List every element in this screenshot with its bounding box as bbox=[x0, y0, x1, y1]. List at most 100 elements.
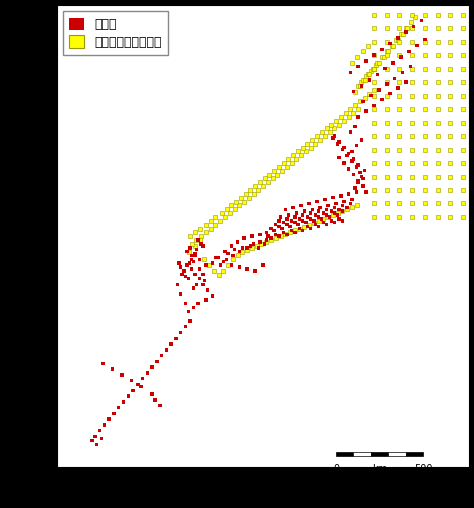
Point bbox=[397, 53, 405, 61]
Point bbox=[219, 257, 227, 265]
Point bbox=[88, 436, 96, 444]
Point bbox=[269, 174, 276, 182]
Point bbox=[396, 65, 403, 73]
Point bbox=[148, 390, 156, 398]
Point bbox=[383, 172, 391, 180]
Point bbox=[246, 186, 254, 194]
Point bbox=[292, 209, 300, 217]
Point bbox=[364, 71, 372, 79]
Point bbox=[196, 265, 203, 273]
Point bbox=[291, 218, 299, 227]
Text: 0: 0 bbox=[333, 463, 339, 473]
Point bbox=[282, 230, 289, 238]
Point bbox=[409, 105, 416, 113]
Point bbox=[278, 167, 286, 175]
Point bbox=[396, 159, 403, 167]
Point bbox=[361, 93, 368, 102]
Point bbox=[267, 236, 275, 244]
Point bbox=[290, 203, 297, 211]
Point bbox=[275, 217, 283, 225]
Point bbox=[362, 72, 370, 80]
Point bbox=[264, 178, 272, 186]
Point bbox=[283, 215, 291, 223]
Point bbox=[261, 174, 268, 182]
Point bbox=[396, 145, 403, 153]
Point bbox=[421, 65, 428, 73]
Point bbox=[355, 82, 362, 90]
Point bbox=[270, 227, 278, 235]
Point bbox=[434, 51, 441, 59]
Point bbox=[323, 211, 330, 219]
Point bbox=[253, 242, 261, 250]
Point bbox=[351, 122, 359, 131]
Point bbox=[409, 145, 416, 153]
Point bbox=[340, 144, 348, 152]
Point bbox=[163, 346, 170, 354]
Point bbox=[331, 132, 338, 140]
Point bbox=[219, 267, 227, 275]
Point bbox=[204, 286, 211, 294]
Point bbox=[396, 213, 403, 221]
Point bbox=[299, 144, 307, 152]
Point bbox=[183, 261, 191, 269]
Point bbox=[447, 159, 454, 167]
Point bbox=[447, 11, 454, 19]
Point bbox=[191, 271, 199, 279]
Point bbox=[391, 74, 399, 82]
Point bbox=[348, 203, 356, 211]
Point bbox=[259, 261, 267, 269]
Point bbox=[324, 201, 332, 209]
Point bbox=[447, 78, 454, 86]
Point bbox=[144, 369, 151, 377]
Point bbox=[331, 203, 338, 211]
Point bbox=[285, 211, 292, 219]
Point bbox=[304, 213, 311, 221]
Point bbox=[447, 65, 454, 73]
Point bbox=[336, 205, 343, 213]
Point bbox=[370, 78, 378, 86]
Point bbox=[315, 223, 322, 231]
Point bbox=[196, 256, 203, 264]
Point bbox=[388, 42, 395, 50]
Point bbox=[182, 300, 189, 308]
Point bbox=[263, 228, 270, 236]
Point bbox=[396, 38, 403, 46]
Point bbox=[383, 11, 391, 19]
Point bbox=[272, 234, 280, 242]
Point bbox=[188, 251, 195, 260]
Point bbox=[323, 124, 330, 133]
Point bbox=[234, 251, 241, 260]
Point bbox=[329, 211, 337, 219]
Point bbox=[434, 24, 441, 32]
Point bbox=[350, 109, 357, 117]
Point bbox=[186, 317, 194, 325]
Point bbox=[202, 261, 210, 269]
Point bbox=[301, 207, 308, 215]
Point bbox=[409, 172, 416, 180]
Point bbox=[226, 209, 234, 217]
Point bbox=[321, 196, 329, 204]
Point bbox=[265, 171, 273, 179]
Point bbox=[240, 198, 248, 206]
Point bbox=[212, 220, 219, 229]
Point bbox=[343, 151, 351, 160]
Point bbox=[434, 91, 441, 100]
Point bbox=[185, 307, 192, 315]
Point bbox=[291, 228, 299, 236]
Point bbox=[229, 251, 237, 260]
Point bbox=[217, 261, 224, 269]
Point bbox=[421, 200, 428, 208]
Point bbox=[275, 232, 283, 240]
Point bbox=[267, 225, 275, 233]
Point bbox=[378, 53, 386, 61]
Point bbox=[228, 242, 235, 250]
Point bbox=[370, 86, 378, 94]
Point bbox=[396, 172, 403, 180]
Point bbox=[367, 91, 375, 100]
Point bbox=[459, 24, 467, 32]
Point bbox=[459, 78, 467, 86]
Point bbox=[283, 163, 291, 171]
Point bbox=[283, 230, 291, 238]
Point bbox=[370, 11, 378, 19]
Point bbox=[188, 256, 195, 264]
